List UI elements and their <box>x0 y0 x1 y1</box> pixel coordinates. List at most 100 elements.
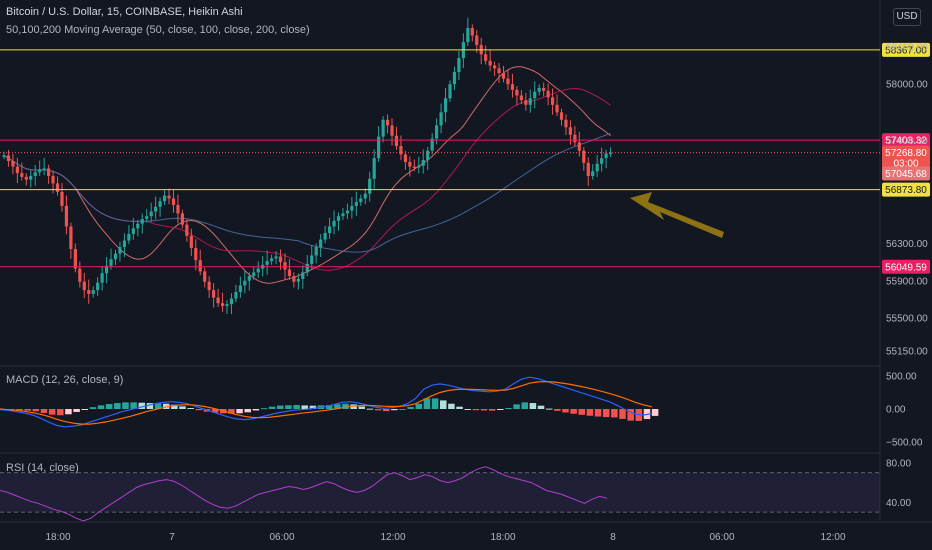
candle-body <box>167 195 171 199</box>
macd-histogram-bar <box>521 402 528 409</box>
candle-body <box>51 175 55 184</box>
macd-histogram-bar <box>244 409 251 413</box>
macd-histogram-bar <box>488 409 496 411</box>
candle-body <box>421 160 425 166</box>
macd-histogram-bar <box>146 403 154 409</box>
macd-histogram-bar <box>171 404 178 409</box>
macd-histogram-bar <box>65 409 72 415</box>
candle-body <box>608 152 613 155</box>
candle-body <box>270 258 274 262</box>
currency-button[interactable]: USD <box>893 8 921 26</box>
candle-body <box>381 119 385 137</box>
candle-body <box>69 226 73 249</box>
candle-body <box>435 125 439 139</box>
macd-histogram-bar <box>374 409 382 411</box>
time-axis-tick: 12:00 <box>820 532 845 543</box>
macd-histogram-bar <box>114 403 121 409</box>
candle-body <box>506 78 510 85</box>
candle-body <box>189 235 193 249</box>
macd-histogram-bar <box>342 403 349 409</box>
macd-axis-tick: 0.00 <box>886 405 906 416</box>
candle-body <box>29 175 33 180</box>
candle-body <box>82 281 86 291</box>
macd-histogram-bar <box>513 404 520 409</box>
candle-body <box>377 136 381 159</box>
macd-histogram-bar <box>195 409 203 411</box>
candle-body <box>158 201 162 207</box>
candle-body <box>278 256 283 263</box>
candle-body <box>470 28 474 36</box>
time-axis-tick: 12:00 <box>380 532 405 543</box>
candle-body <box>109 259 113 266</box>
macd-histogram-bar <box>48 409 56 415</box>
macd-histogram-bar <box>366 408 374 410</box>
candle-body <box>417 165 421 168</box>
macd-histogram-bar <box>464 409 471 410</box>
candle-body <box>154 206 158 212</box>
candle-body <box>591 171 595 176</box>
time-axis-tick: 18:00 <box>45 532 70 543</box>
macd-histogram-bar <box>350 404 357 409</box>
macd-histogram-bar <box>334 404 341 409</box>
candle-body <box>600 158 604 164</box>
candle-body <box>403 154 407 162</box>
macd-histogram-bar <box>24 409 31 411</box>
candle-body <box>408 161 412 167</box>
candle-body <box>11 160 15 167</box>
candle-body <box>2 155 6 157</box>
candle-body <box>247 276 251 281</box>
candle-body <box>537 87 541 92</box>
last-price-label: 57268.80 <box>885 148 927 159</box>
candle-body <box>319 239 323 248</box>
macd-histogram-bar <box>236 409 243 414</box>
candle-body <box>457 58 461 73</box>
candle-body <box>203 271 207 282</box>
candle-body <box>533 91 537 99</box>
macd-histogram-bar <box>545 408 553 410</box>
macd-histogram-bar <box>497 409 504 410</box>
countdown-label: 03:00 <box>893 159 918 170</box>
macd-histogram-bar <box>594 409 602 417</box>
candle-body <box>519 95 523 101</box>
macd-histogram-bar <box>211 409 219 413</box>
level-price-label: 56049.59 <box>885 262 927 273</box>
macd-histogram-bar <box>105 404 113 409</box>
candle-body <box>162 195 167 202</box>
candle-body <box>33 172 37 176</box>
candle-body <box>573 134 577 143</box>
candle-body <box>176 204 180 214</box>
macd-histogram-bar <box>505 408 512 410</box>
candle-body <box>216 297 220 304</box>
candle-body <box>225 304 229 307</box>
candle-body <box>140 219 144 224</box>
macd-histogram-bar <box>301 405 308 409</box>
macd-histogram-bar <box>89 407 97 409</box>
candle-body <box>171 198 176 205</box>
candle-body <box>131 228 135 234</box>
candle-body <box>100 273 104 283</box>
macd-histogram-bar <box>277 405 284 409</box>
moving-average-200 <box>3 133 611 253</box>
candle-body <box>73 248 77 269</box>
rsi-line <box>0 466 608 522</box>
price-axis-tick: 57400.00 <box>886 136 928 147</box>
candle-body <box>136 223 140 229</box>
macd-histogram-bar <box>399 409 406 410</box>
macd-histogram-bar <box>81 409 88 410</box>
candle-body <box>229 298 234 305</box>
price-axis-tick: 58000.00 <box>886 80 928 91</box>
candle-body <box>466 28 470 43</box>
candle-body <box>564 119 568 128</box>
candle-body <box>345 210 350 214</box>
candle-body <box>207 281 211 291</box>
macd-histogram-bar <box>529 403 537 409</box>
candle-body <box>55 183 60 192</box>
moving-average-50 <box>3 66 611 284</box>
candle-body <box>15 166 19 174</box>
candle-body <box>582 150 586 163</box>
macd-histogram-bar <box>651 409 659 416</box>
macd-histogram-bar <box>252 409 260 411</box>
candle-body <box>238 285 242 292</box>
level-price-tag <box>882 42 930 57</box>
